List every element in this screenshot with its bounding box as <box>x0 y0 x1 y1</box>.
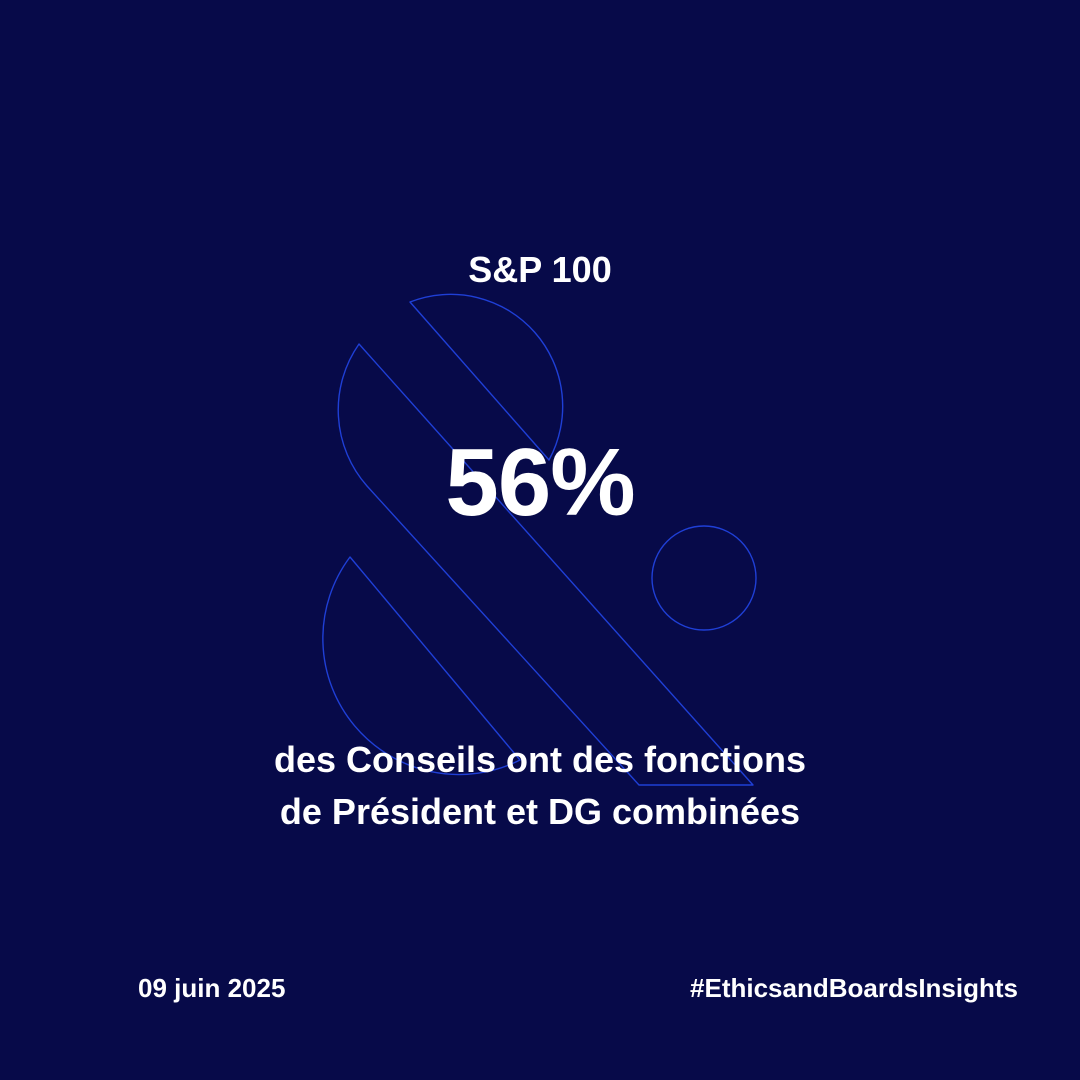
logo-top-arc-shape <box>409 293 564 461</box>
statistic-description: des Conseils ont des fonctions de Présid… <box>0 734 1080 838</box>
statistic-description-line: de Président et DG combinées <box>279 791 801 832</box>
hashtag: #EthicsandBoardsInsights <box>690 973 1018 1003</box>
statistic-description-line: des Conseils ont des fonctions <box>273 739 807 780</box>
statistic-value: 56% <box>445 429 635 536</box>
logo-dot-shape <box>651 525 757 631</box>
logo-diagonal-band-shape <box>337 343 754 786</box>
logo-bottom-arc-shape <box>322 556 521 776</box>
index-label: S&P 100 <box>468 249 612 290</box>
publication-date: 09 juin 2025 <box>138 973 286 1003</box>
